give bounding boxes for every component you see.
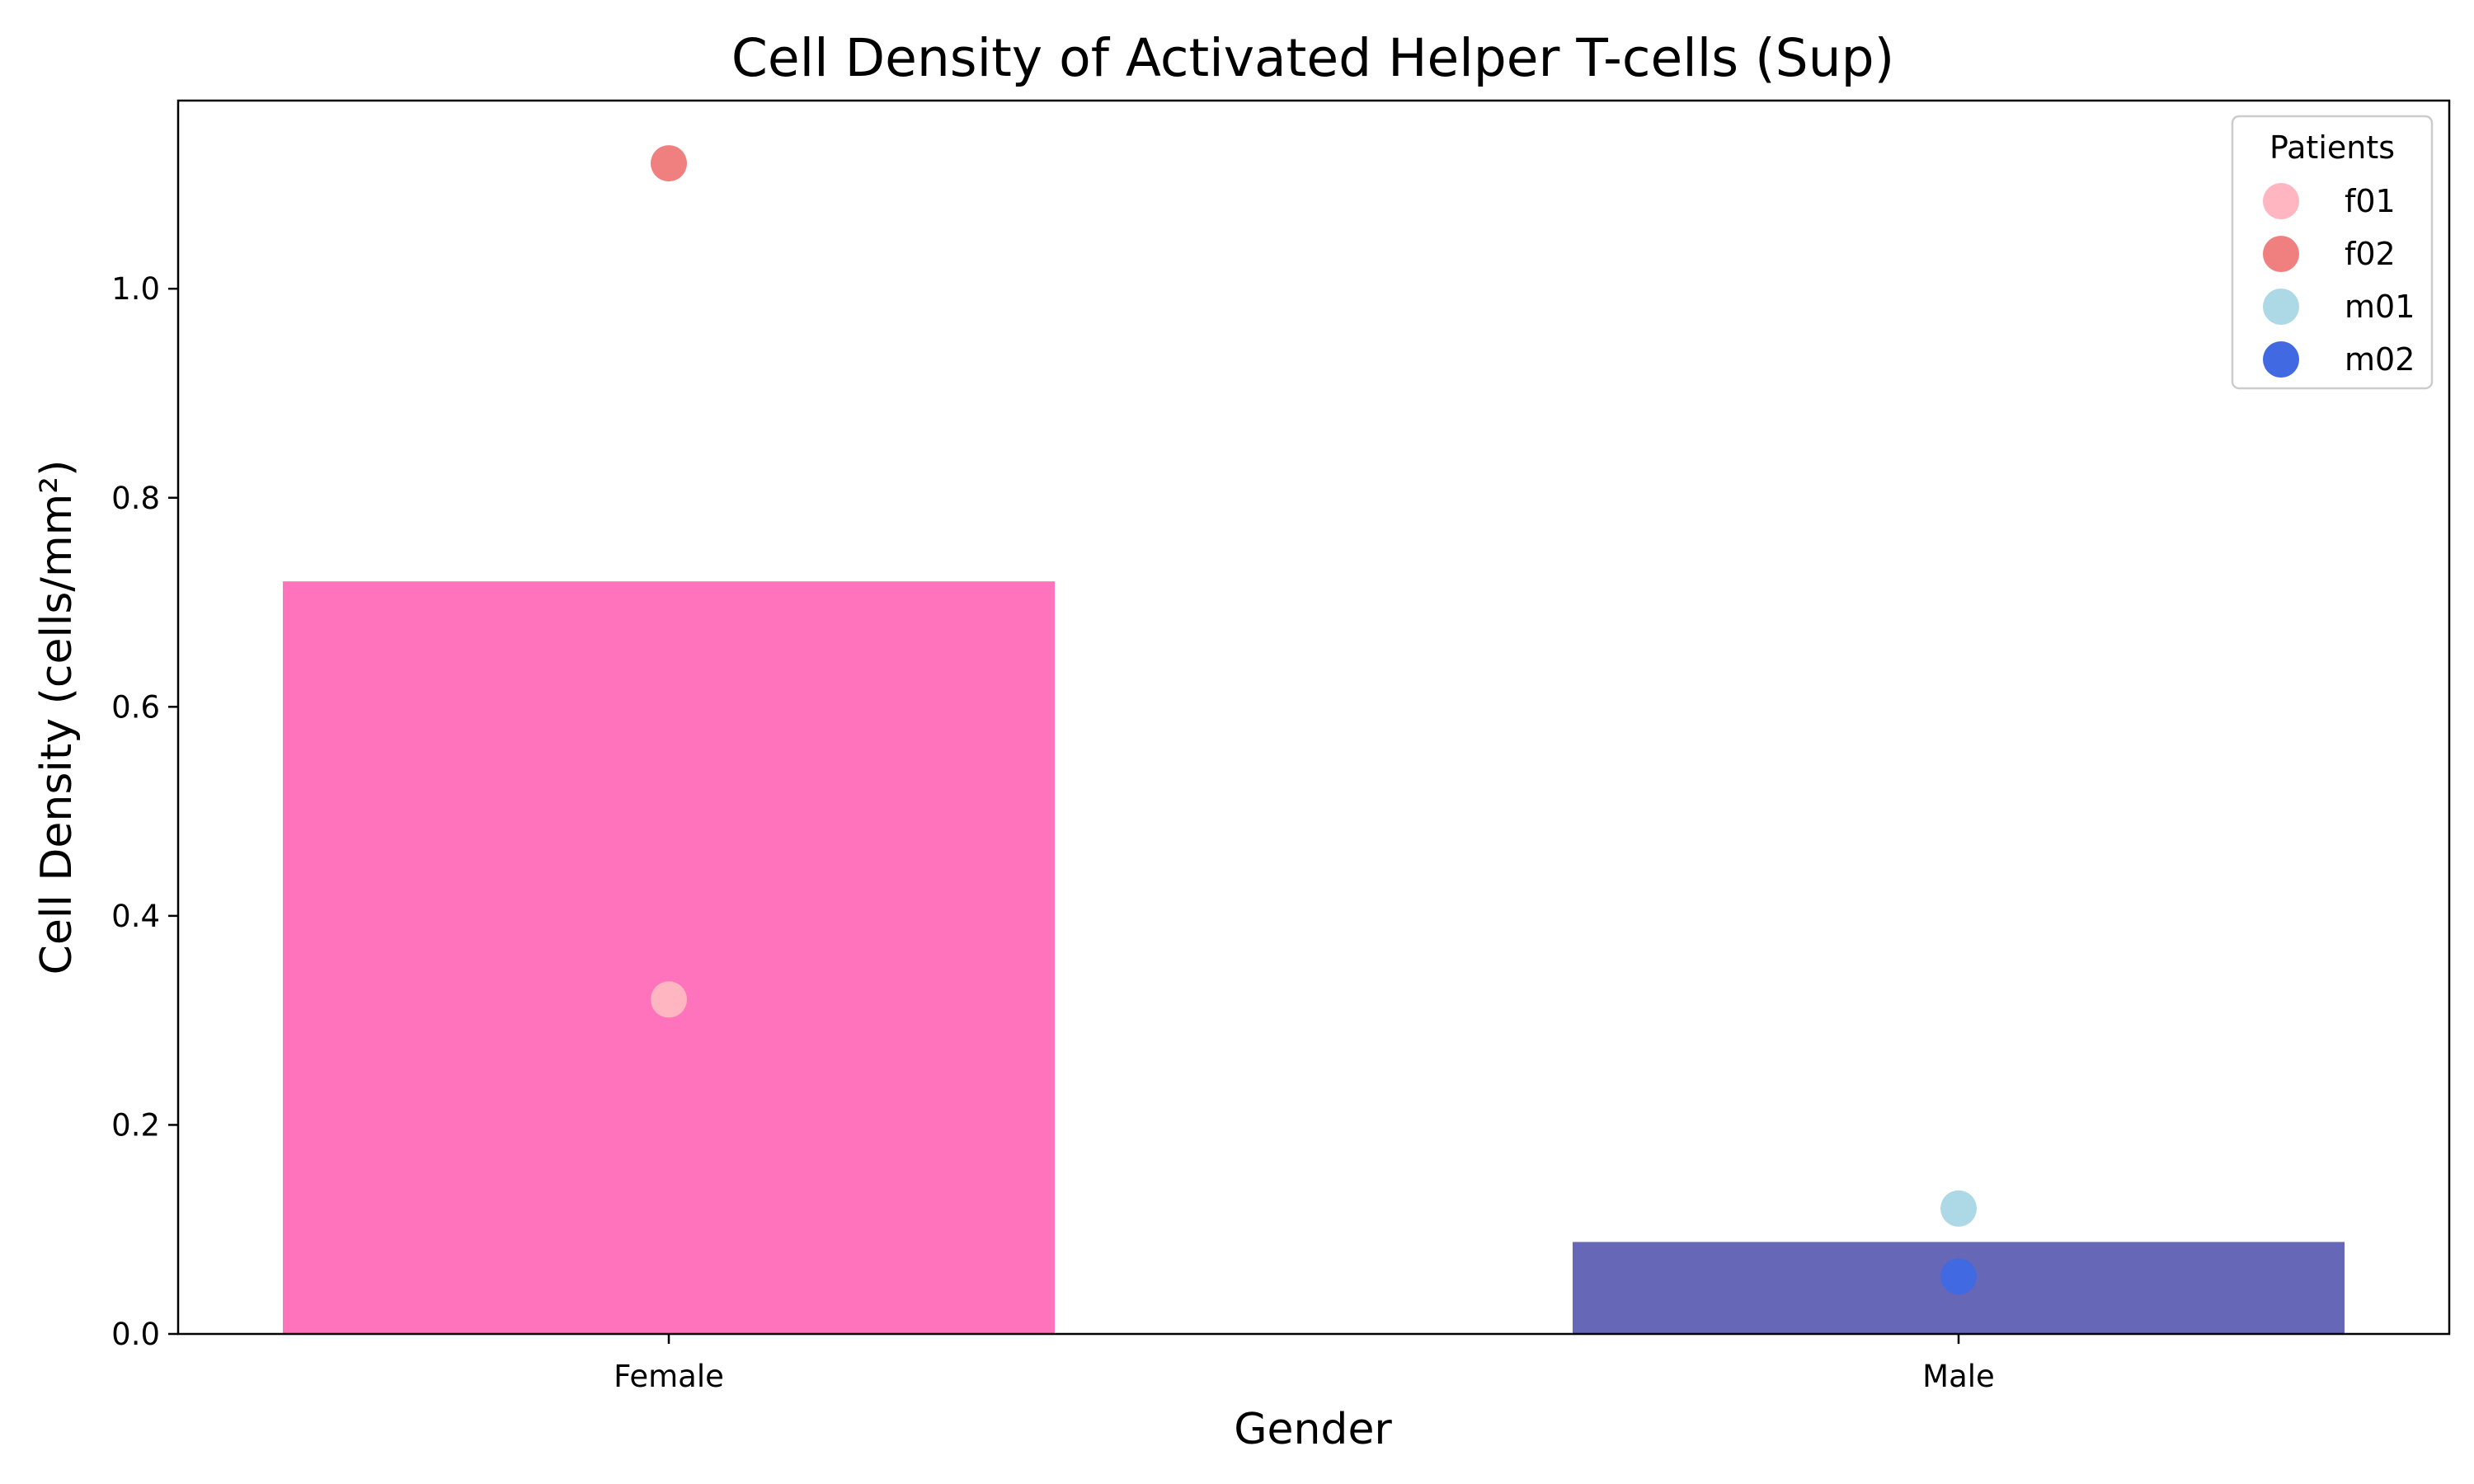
point-f01 [651, 981, 687, 1018]
legend-title: Patients [2269, 129, 2395, 166]
y-tick-label: 1.0 [111, 271, 160, 307]
bars-layer [283, 581, 2345, 1334]
points-layer [651, 145, 1977, 1295]
legend: Patients f01 f02 m01 m02 [2231, 115, 2434, 390]
x-tick-label-male: Male [1922, 1359, 1995, 1394]
bar-female [283, 581, 1055, 1334]
y-tick-label: 0.0 [111, 1317, 160, 1352]
legend-marker-f02 [2263, 236, 2299, 272]
legend-label-f02: f02 [2345, 236, 2396, 272]
y-tick-label: 0.6 [111, 689, 160, 725]
y-axis-label: Cell Density (cells/mm²) [32, 460, 82, 975]
legend-entries: f01 f02 m01 m02 [2263, 183, 2415, 378]
chart-title: Cell Density of Activated Helper T-cells… [731, 28, 1894, 88]
legend-label-m01: m01 [2345, 289, 2415, 325]
x-axis-label: Gender [1234, 1405, 1392, 1454]
x-tick-label-female: Female [614, 1359, 724, 1394]
point-m02 [1940, 1258, 1977, 1295]
legend-label-f01: f01 [2345, 183, 2396, 219]
legend-marker-m01 [2263, 289, 2299, 325]
y-axis: 0.0 0.2 0.4 0.6 0.8 1.0 [111, 271, 178, 1352]
point-f02 [651, 145, 687, 182]
y-tick-label: 0.4 [111, 899, 160, 934]
legend-marker-f01 [2263, 183, 2299, 219]
y-tick-label: 0.2 [111, 1107, 160, 1143]
point-m01 [1940, 1190, 1977, 1227]
plot-area [176, 99, 2451, 1336]
legend-marker-m02 [2263, 341, 2299, 378]
axes-frame [176, 99, 2451, 1336]
legend-label-m02: m02 [2345, 341, 2415, 378]
y-tick-label: 0.8 [111, 481, 160, 516]
x-axis: Female Male [614, 1334, 1995, 1394]
